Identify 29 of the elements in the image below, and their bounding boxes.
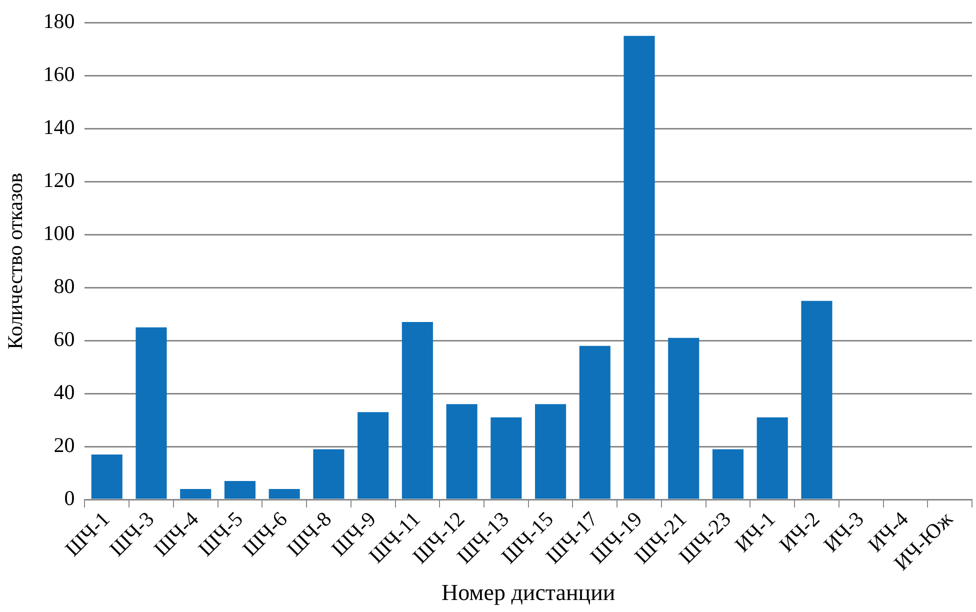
y-axis-title: Количество отказов [3,172,28,350]
bar [91,454,122,499]
bar [268,488,300,499]
bar [490,417,522,499]
bar [224,481,256,499]
y-tick-label: 120 [43,168,75,192]
bar [313,449,344,499]
bar [756,417,788,499]
bar [446,404,478,499]
bar [535,404,566,499]
bar [579,346,610,499]
bar [801,300,832,499]
y-tick-label: 180 [43,9,75,34]
bar [402,322,433,499]
y-tick-label: 20 [54,433,75,458]
y-tick-label: 40 [54,380,75,404]
x-axis-title: Номер дистанции [442,580,616,606]
y-tick-label: 160 [43,62,75,86]
y-tick-label: 100 [43,221,75,246]
y-tick-label: 80 [54,274,75,298]
bar [668,338,700,499]
y-tick-label: 60 [54,327,75,352]
bar [358,412,389,499]
bar [180,488,212,499]
bar [624,36,655,499]
bar [712,449,744,499]
bar [136,327,167,499]
y-tick-label: 0 [64,486,75,510]
y-tick-label: 140 [43,115,75,140]
